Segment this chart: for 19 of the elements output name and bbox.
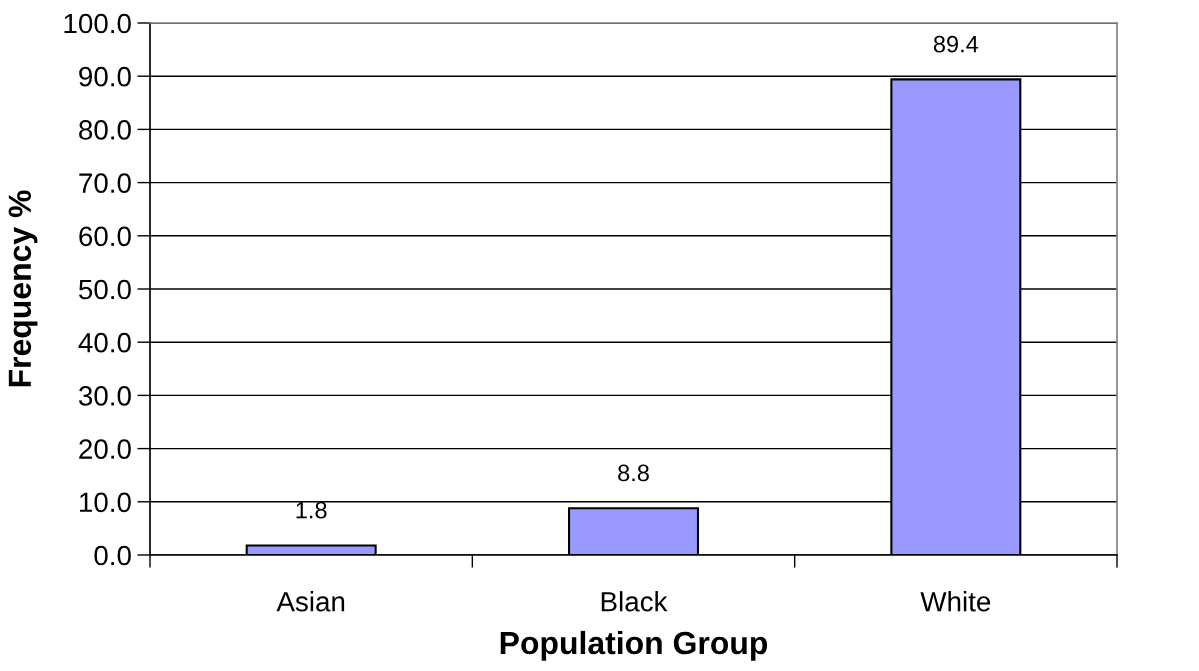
y-tick-label: 50.0 <box>79 279 131 300</box>
y-axis-title: Frequency % <box>8 190 38 387</box>
y-tick-label: 60.0 <box>79 226 131 247</box>
y-tick-label: 30.0 <box>78 386 131 406</box>
x-tick-label: White <box>920 591 991 612</box>
y-tick-label: 40.0 <box>78 332 131 353</box>
y-tick-label: 0.0 <box>94 545 131 566</box>
y-tick-label: 80.0 <box>79 120 131 140</box>
y-tick-label: 70.0 <box>79 173 131 193</box>
y-tick-label: 20.0 <box>79 439 131 459</box>
data-label: 1.8 <box>296 501 327 519</box>
x-axis-title: Population Group <box>500 630 768 661</box>
x-tick-label: Asian <box>276 591 345 612</box>
y-tick-label: 100.0 <box>64 13 131 34</box>
x-tick-label: Black <box>601 591 668 612</box>
data-label: 8.8 <box>618 464 649 482</box>
y-tick-label: 90.0 <box>79 66 131 87</box>
y-tick-label: 10.0 <box>80 492 131 513</box>
data-label: 89.4 <box>933 35 979 53</box>
